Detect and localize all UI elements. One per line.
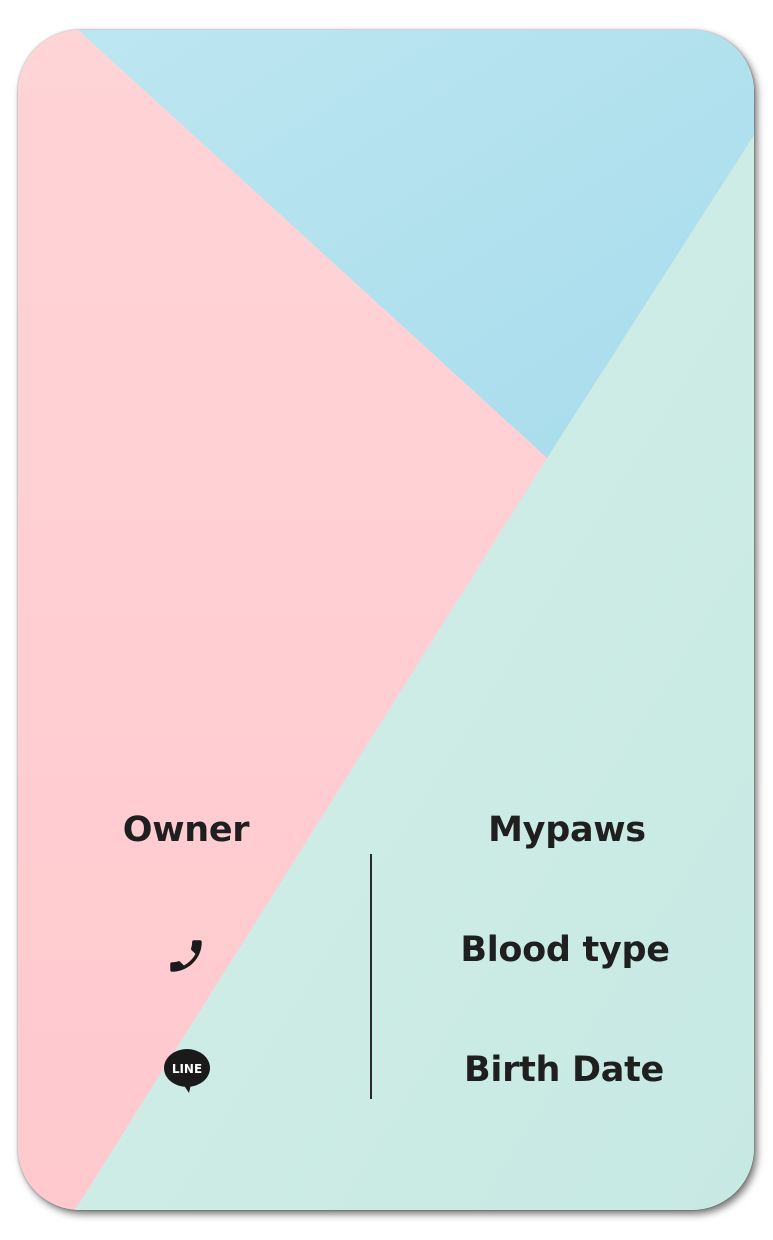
pink-panel (18, 30, 547, 1210)
birth-date-label: Birth Date (464, 1050, 664, 1090)
owner-title: Owner (122, 810, 250, 850)
pet-name: Mypaws (488, 810, 646, 850)
blood-type-label: Blood type (460, 930, 670, 970)
vertical-divider (370, 854, 372, 1099)
line-icon-text: LINE (172, 1062, 202, 1076)
blue-panel (78, 30, 754, 458)
phone-icon[interactable] (165, 935, 207, 977)
line-app-icon[interactable]: LINE (163, 1048, 211, 1094)
card-background (18, 30, 754, 1210)
pet-id-card: Owner Mypaws Blood type LINE Birth Date (18, 30, 754, 1210)
